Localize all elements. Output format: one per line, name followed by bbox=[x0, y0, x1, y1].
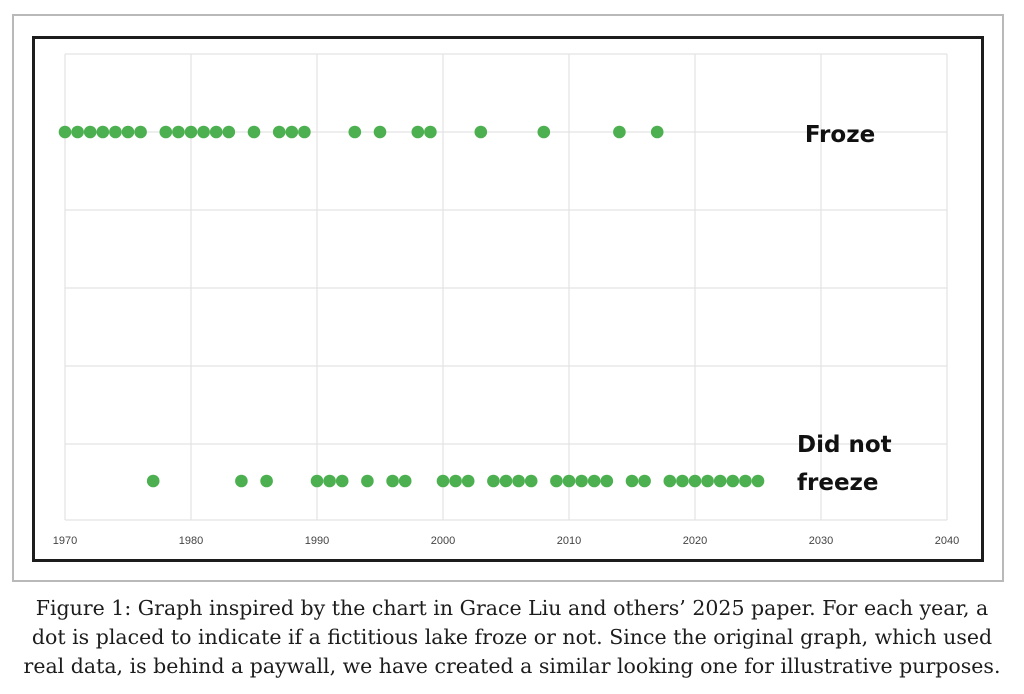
data-point bbox=[625, 474, 639, 488]
category-label-did-not-freeze: Did not bbox=[797, 432, 892, 458]
data-point bbox=[58, 125, 72, 139]
data-point bbox=[487, 474, 500, 488]
data-point bbox=[247, 125, 261, 139]
data-point bbox=[235, 474, 248, 488]
data-point bbox=[575, 474, 588, 488]
data-point bbox=[335, 474, 349, 488]
data-point bbox=[197, 125, 210, 139]
data-point bbox=[688, 474, 702, 488]
data-point bbox=[474, 125, 488, 139]
data-point bbox=[550, 474, 563, 488]
x-tick-label: 2040 bbox=[935, 535, 959, 547]
x-tick-label: 1980 bbox=[179, 535, 203, 547]
grid-layer bbox=[64, 53, 948, 521]
category-labels: Froze Did not freeze bbox=[797, 122, 892, 496]
data-point bbox=[184, 125, 198, 139]
data-point bbox=[209, 125, 223, 139]
data-point bbox=[499, 474, 513, 488]
figure-caption: Figure 1: Graph inspired by the chart in… bbox=[0, 594, 1024, 681]
data-point bbox=[638, 474, 651, 488]
data-point bbox=[713, 474, 727, 488]
data-point bbox=[361, 474, 374, 488]
caption-line: Figure 1: Graph inspired by the chart in… bbox=[35, 596, 989, 620]
data-point bbox=[109, 125, 122, 139]
data-point bbox=[739, 474, 752, 488]
data-point bbox=[411, 125, 425, 139]
data-point bbox=[449, 474, 462, 488]
data-point bbox=[285, 125, 299, 139]
x-tick-label: 1970 bbox=[53, 535, 77, 547]
data-point bbox=[159, 125, 173, 139]
data-point bbox=[424, 125, 437, 139]
data-point bbox=[83, 125, 97, 139]
data-point bbox=[121, 125, 135, 139]
data-point bbox=[436, 474, 450, 488]
data-point bbox=[650, 125, 664, 139]
category-label-froze: Froze bbox=[805, 122, 875, 148]
data-points bbox=[58, 125, 765, 488]
data-point bbox=[726, 474, 740, 488]
data-point bbox=[562, 474, 576, 488]
data-point bbox=[134, 125, 147, 139]
x-tick-label: 1990 bbox=[305, 535, 329, 547]
x-tick-label: 2020 bbox=[683, 535, 707, 547]
data-point bbox=[751, 474, 765, 488]
x-tick-label: 2010 bbox=[557, 535, 581, 547]
category-label-did-not-freeze: freeze bbox=[797, 470, 879, 496]
data-point bbox=[461, 474, 475, 488]
data-point bbox=[386, 474, 399, 488]
data-point bbox=[600, 474, 614, 488]
data-point bbox=[272, 125, 286, 139]
data-point bbox=[172, 125, 185, 139]
data-point bbox=[587, 474, 601, 488]
data-point bbox=[701, 474, 714, 488]
data-point bbox=[222, 125, 236, 139]
data-point bbox=[71, 125, 84, 139]
data-point bbox=[96, 125, 110, 139]
caption-line: real data, is behind a paywall, we have … bbox=[23, 654, 1001, 678]
data-point bbox=[323, 474, 336, 488]
x-tick-label: 2030 bbox=[809, 535, 833, 547]
data-point bbox=[310, 474, 324, 488]
data-point bbox=[373, 125, 387, 139]
x-tick-label: 2000 bbox=[431, 535, 455, 547]
data-point bbox=[512, 474, 525, 488]
data-point bbox=[663, 474, 677, 488]
data-point bbox=[524, 474, 538, 488]
data-point bbox=[613, 125, 626, 139]
data-point bbox=[298, 125, 311, 139]
data-point bbox=[260, 474, 273, 488]
data-point bbox=[676, 474, 689, 488]
x-axis-ticks: 1970 1980 1990 2000 2010 2020 2030 2040 bbox=[53, 535, 959, 547]
data-point bbox=[348, 125, 362, 139]
data-point bbox=[537, 125, 551, 139]
caption-line: dot is placed to indicate if a fictitiou… bbox=[31, 625, 993, 649]
data-point bbox=[146, 474, 160, 488]
data-point bbox=[398, 474, 412, 488]
